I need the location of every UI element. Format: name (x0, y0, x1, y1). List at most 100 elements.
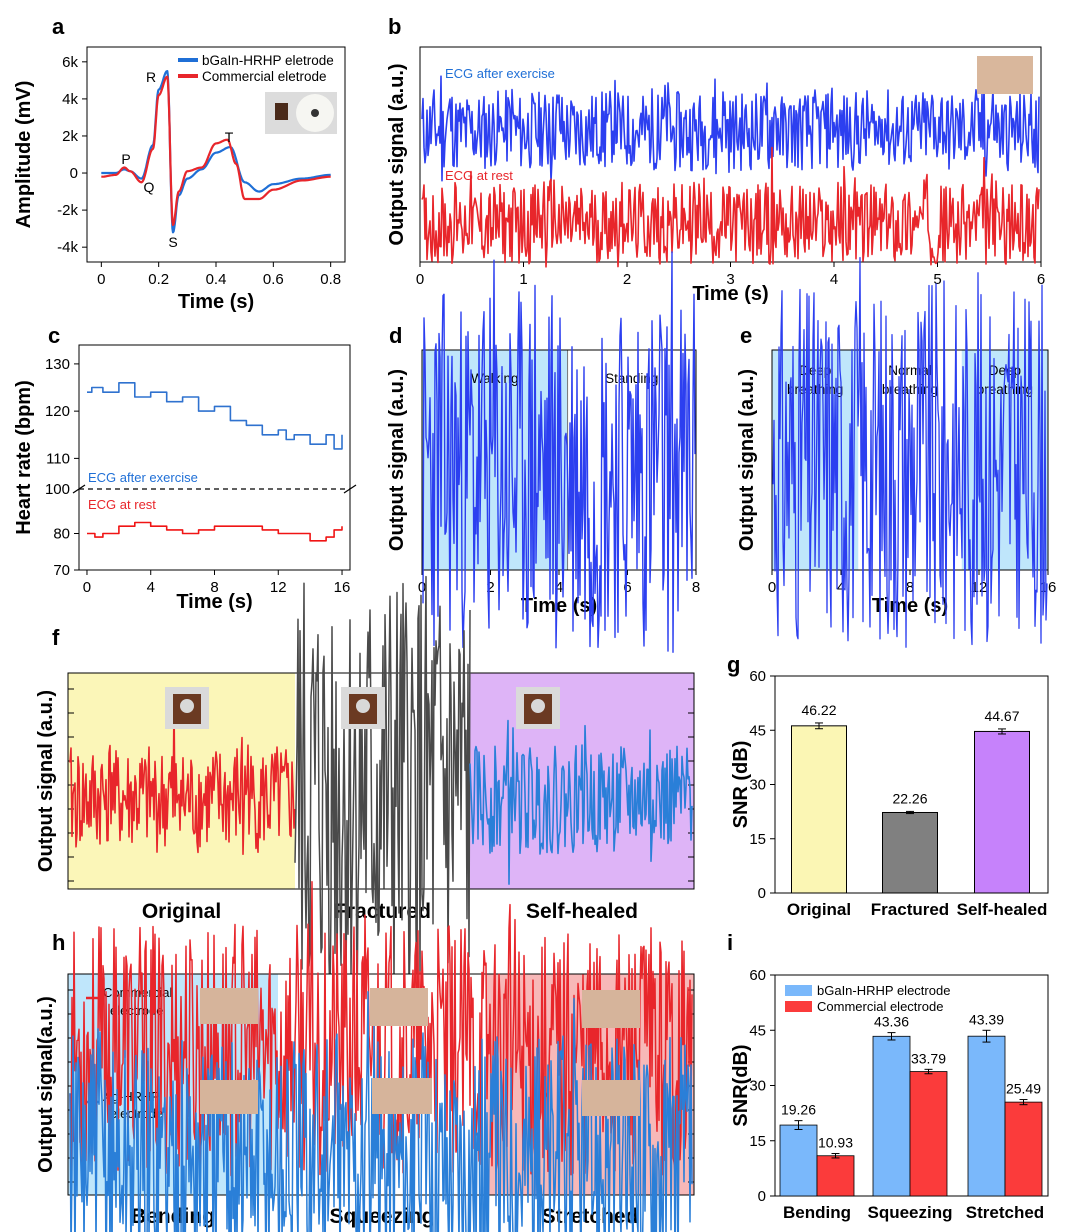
photo-electrode (180, 699, 194, 713)
panel-letter-c: c (48, 323, 60, 348)
y-tick-label: 100 (45, 481, 70, 498)
photo-snap (311, 109, 319, 117)
wave-annotation: P (121, 151, 130, 167)
category-label: Self-healed (526, 900, 638, 923)
inset-photo (200, 1080, 258, 1114)
inset-photo (372, 1078, 432, 1114)
category-label: Original (142, 900, 221, 923)
x-axis-title: Time (s) (692, 283, 768, 305)
y-axis-title: Output signal (a.u.) (35, 690, 57, 872)
y-tick-label: 60 (749, 967, 766, 984)
panel-letter-h: h (52, 930, 65, 955)
category-label: Original (787, 900, 851, 919)
series-label: ECG at rest (88, 497, 156, 512)
y-tick-label: 130 (45, 356, 70, 373)
bar (967, 1035, 1006, 1197)
inset-photo-torso (977, 56, 1033, 94)
x-tick-label: 0.8 (320, 271, 341, 288)
x-axis-title: Time (s) (176, 591, 252, 613)
region-label: Standing (605, 371, 658, 386)
data-label: 25.49 (1006, 1081, 1041, 1097)
legend-swatch (785, 985, 812, 996)
data-label: 19.26 (781, 1102, 816, 1118)
legend-swatch (785, 1001, 812, 1012)
y-tick-label: 45 (749, 1022, 766, 1039)
x-tick-label: 0.6 (263, 271, 284, 288)
series-line-exercise (421, 75, 1040, 182)
x-tick-label: 0 (768, 579, 776, 596)
y-tick-label: 120 (45, 403, 70, 420)
bar (779, 1124, 818, 1197)
data-label: 44.67 (984, 708, 1019, 724)
x-tick-label: 0.2 (148, 271, 169, 288)
data-label: 43.36 (874, 1014, 909, 1030)
panel-letter-g: g (727, 652, 740, 677)
x-tick-label: 8 (692, 579, 700, 596)
x-tick-label: 12 (270, 579, 287, 596)
y-tick-label: 4k (62, 91, 78, 108)
plot-frame (67, 973, 695, 1196)
series-label: ECG after exercise (88, 470, 198, 485)
y-axis-title: Output signal (a.u.) (386, 63, 408, 245)
y-tick-label: -2k (57, 202, 78, 219)
data-label: 33.79 (911, 1050, 946, 1066)
wave-annotation: R (146, 69, 156, 85)
x-tick-label: 0 (418, 579, 426, 596)
data-label: 46.22 (801, 702, 836, 718)
y-tick-label: -4k (57, 239, 78, 256)
axis-break-mark (343, 484, 357, 494)
x-tick-label: 5 (933, 271, 941, 288)
series-label: ECG after exercise (445, 66, 555, 81)
step-line (87, 521, 343, 542)
panel-letter-i: i (727, 930, 733, 955)
bar (909, 1071, 948, 1197)
bar (1004, 1101, 1043, 1197)
step-line (87, 382, 343, 450)
category-label: Stretched (542, 1205, 639, 1228)
y-tick-label: 0 (70, 165, 78, 182)
bar (882, 811, 938, 894)
category-label: Squeezing (329, 1205, 434, 1228)
panel-letter-f: f (52, 625, 60, 650)
category-label: Squeezing (867, 1203, 952, 1222)
series-label: ECG at rest (445, 168, 513, 183)
wave-annotation: S (168, 234, 177, 250)
panel-letter-e: e (740, 323, 752, 348)
photo-electrode (275, 103, 288, 120)
x-tick-label: 0.4 (206, 271, 227, 288)
category-label: Bending (131, 1205, 215, 1228)
x-tick-label: 1 (519, 271, 527, 288)
x-tick-label: 4 (147, 579, 155, 596)
series-line-rest (421, 146, 1040, 268)
bar (791, 725, 847, 894)
bar (974, 730, 1030, 894)
y-axis-title: SNR(dB) (730, 1044, 752, 1126)
y-tick-label: 30 (749, 777, 766, 794)
data-label: 43.39 (969, 1011, 1004, 1027)
y-tick-label: 0 (758, 885, 766, 902)
y-tick-label: 60 (749, 668, 766, 685)
x-tick-label: 0 (83, 579, 91, 596)
x-tick-label: 16 (334, 579, 351, 596)
legend-entry: bGaIn-HRHP eletrode (202, 53, 334, 68)
y-tick-label: 15 (749, 831, 766, 848)
inset-photo (200, 988, 258, 1024)
ecg-trace-self-healed (469, 719, 693, 885)
y-tick-label: 15 (749, 1133, 766, 1150)
category-label: Self-healed (957, 900, 1048, 919)
x-tick-label: 16 (1040, 579, 1057, 596)
data-label: 22.26 (892, 790, 927, 806)
y-axis-title: Heart rate (bpm) (13, 380, 35, 534)
category-label: Fractured (871, 900, 949, 919)
category-label: Stretched (966, 1203, 1044, 1222)
y-axis-title: Amplitude (mV) (13, 81, 35, 229)
y-tick-label: 0 (758, 1188, 766, 1205)
x-tick-label: 4 (555, 579, 563, 596)
panel-letter-d: d (389, 323, 402, 348)
x-tick-label: 4 (837, 579, 845, 596)
x-tick-label: 6 (623, 579, 631, 596)
legend-entry: bGaIn-HRHP electrode (817, 983, 950, 998)
y-tick-label: 30 (749, 1078, 766, 1095)
panel-letter-a: a (52, 14, 65, 39)
